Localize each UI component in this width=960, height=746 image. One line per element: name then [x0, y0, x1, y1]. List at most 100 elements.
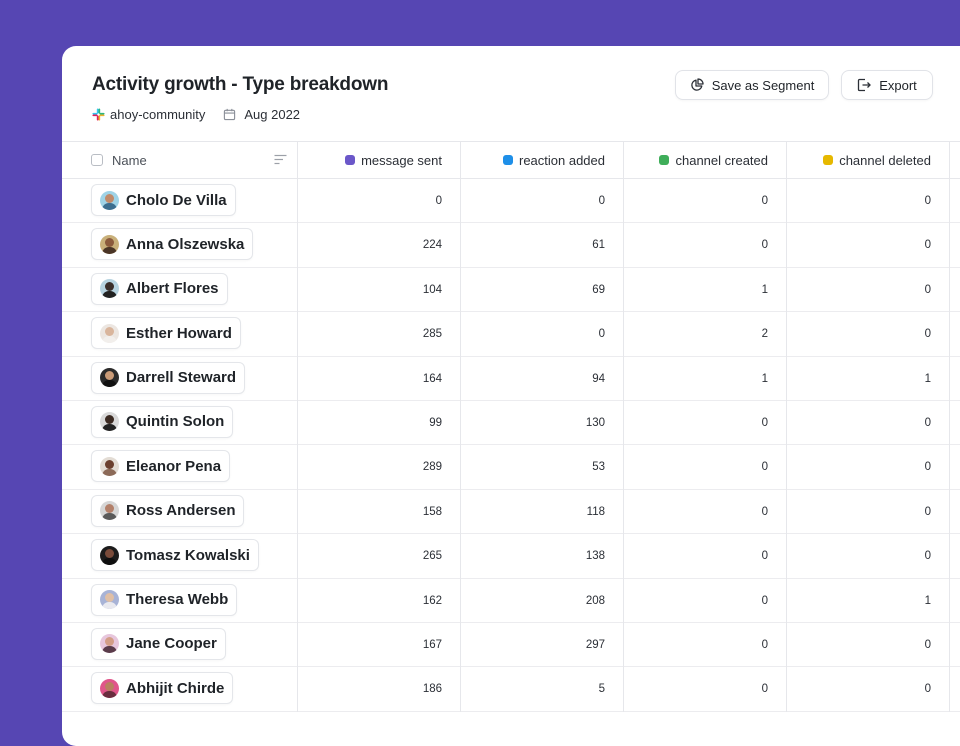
avatar: [100, 412, 119, 432]
table-cell: 99: [429, 416, 442, 429]
report-header: Activity growth - Type breakdown ahoy-co…: [62, 46, 960, 142]
export-icon: [858, 78, 872, 92]
table-row[interactable]: Quintin Solon 99 130 0 0: [62, 401, 960, 446]
member-chip[interactable]: Darrell Steward: [91, 361, 246, 394]
avatar: [100, 368, 119, 388]
series-color-dot: [502, 155, 513, 165]
column-divider: [460, 141, 461, 712]
sort-icon[interactable]: [274, 154, 287, 165]
table-cell: 224: [422, 239, 442, 252]
table-cell: 186: [422, 683, 442, 696]
activity-table: Name message sent reaction added channel c…: [62, 141, 960, 712]
table-cell: 1: [761, 283, 768, 296]
select-all-checkbox[interactable]: [91, 154, 103, 166]
table-row[interactable]: Theresa Webb 162 208 0 1: [62, 579, 960, 623]
member-chip[interactable]: Anna Olszewska: [91, 228, 254, 261]
export-button[interactable]: Export: [841, 70, 933, 100]
member-chip[interactable]: Tomasz Kowalski: [91, 539, 259, 572]
save-as-segment-button[interactable]: Save as Segment: [675, 70, 829, 100]
table-cell: 162: [422, 594, 442, 607]
table-cell: 94: [592, 372, 605, 385]
member-name: Ross Andersen: [126, 502, 236, 520]
table-cell: 0: [924, 283, 931, 296]
table-cell: 0: [761, 416, 768, 429]
table-cell: 0: [761, 239, 768, 252]
table-cell: 69: [592, 283, 605, 296]
column-header-3[interactable]: channel deleted: [786, 142, 949, 178]
table-cell: 53: [592, 461, 605, 474]
member-name: Darrell Steward: [126, 369, 237, 387]
member-name: Jane Cooper: [126, 635, 217, 653]
table-cell: 0: [761, 638, 768, 651]
avatar: [100, 678, 119, 698]
table-cell: 0: [924, 239, 931, 252]
avatar: [100, 279, 119, 299]
table-cell: 5: [598, 683, 605, 696]
table-cell: 0: [761, 195, 768, 207]
export-label: Export: [879, 77, 917, 93]
table-row[interactable]: Abhijit Chirde 186 5 0 0: [62, 667, 960, 712]
table-body: Cholo De Villa 0 0 0 0 Anna Olszewska 224 61 0 0 A…: [62, 179, 960, 712]
table-cell: 0: [924, 638, 931, 651]
table-cell: 61: [592, 239, 605, 252]
table-row[interactable]: Albert Flores 104 69 1 0: [62, 268, 960, 313]
table-row[interactable]: Ross Andersen 158 118 0 0: [62, 490, 960, 535]
table-cell: 0: [924, 550, 931, 563]
table-row[interactable]: Jane Cooper 167 297 0 0: [62, 623, 960, 668]
avatar: [100, 590, 119, 610]
avatar: [100, 234, 119, 254]
column-header-label: channel deleted: [839, 152, 931, 168]
column-header-label: reaction added: [518, 152, 605, 168]
avatar: [100, 634, 119, 654]
name-column-header[interactable]: Name: [91, 142, 297, 178]
calendar-icon: [224, 108, 236, 121]
column-header-1[interactable]: reaction added: [460, 142, 623, 178]
member-chip[interactable]: Esther Howard: [91, 317, 241, 350]
table-row[interactable]: Cholo De Villa 0 0 0 0: [62, 179, 960, 224]
table-header: Name message sent reaction added channel c…: [62, 141, 960, 179]
member-chip[interactable]: Eleanor Pena: [91, 450, 231, 483]
table-row[interactable]: Anna Olszewska 224 61 0 0: [62, 223, 960, 268]
series-color-dot: [659, 155, 670, 165]
column-divider: [623, 141, 624, 712]
name-header-label: Name: [112, 152, 147, 168]
member-name: Abhijit Chirde: [126, 679, 225, 697]
table-row[interactable]: Esther Howard 285 0 2 0: [62, 312, 960, 357]
column-header-2[interactable]: channel created: [623, 142, 786, 178]
table-cell: 0: [924, 195, 931, 207]
table-cell: 265: [422, 550, 442, 563]
page-title: Activity growth - Type breakdown: [92, 74, 389, 95]
member-name: Cholo De Villa: [126, 191, 227, 209]
table-cell: 297: [585, 638, 605, 651]
table-cell: 0: [761, 461, 768, 474]
series-color-dot: [823, 155, 834, 165]
date-range[interactable]: Aug 2022: [244, 107, 301, 122]
column-header-0[interactable]: message sent: [297, 142, 460, 178]
member-name: Anna Olszewska: [126, 235, 245, 253]
report-panel: Activity growth - Type breakdown ahoy-co…: [62, 46, 960, 746]
member-chip[interactable]: Albert Flores: [91, 272, 228, 305]
table-row[interactable]: Eleanor Pena 289 53 0 0: [62, 445, 960, 490]
member-name: Quintin Solon: [126, 413, 225, 431]
table-row[interactable]: Darrell Steward 164 94 1 1: [62, 357, 960, 401]
member-chip[interactable]: Cholo De Villa: [91, 184, 236, 216]
member-chip[interactable]: Quintin Solon: [91, 405, 234, 438]
member-chip[interactable]: Jane Cooper: [91, 627, 226, 660]
member-name: Albert Flores: [126, 280, 219, 298]
member-chip[interactable]: Theresa Webb: [91, 583, 238, 616]
table-cell: 0: [435, 195, 442, 207]
table-cell: 2: [761, 328, 768, 341]
column-header-label: channel created: [675, 152, 768, 168]
member-name: Eleanor Pena: [126, 457, 222, 475]
workspace-name: ahoy-community: [110, 107, 206, 122]
member-chip[interactable]: Abhijit Chirde: [91, 672, 234, 705]
table-cell: 208: [585, 594, 605, 607]
avatar: [100, 501, 119, 521]
member-name: Theresa Webb: [126, 591, 229, 609]
table-cell: 0: [761, 594, 768, 607]
avatar: [100, 323, 119, 343]
member-chip[interactable]: Ross Andersen: [91, 494, 245, 527]
table-row[interactable]: Tomasz Kowalski 265 138 0 0: [62, 534, 960, 579]
table-cell: 0: [924, 416, 931, 429]
table-cell: 0: [924, 461, 931, 474]
